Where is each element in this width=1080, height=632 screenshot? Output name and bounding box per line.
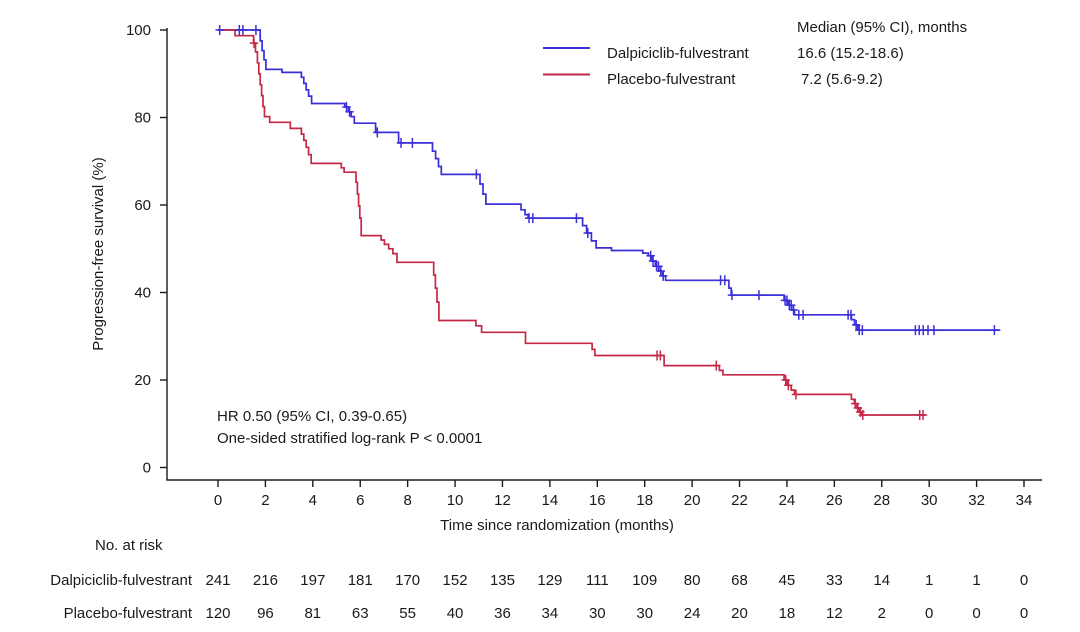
risk-count: 0 (1020, 572, 1028, 589)
pvalue-annotation: One-sided stratified log-rank P < 0.0001 (217, 430, 482, 447)
risk-count: 14 (873, 572, 890, 589)
risk-count: 12 (826, 605, 843, 622)
y-tick-label: 40 (134, 285, 151, 302)
x-tick-label: 6 (356, 492, 364, 509)
risk-count: 1 (972, 572, 980, 589)
risk-count: 0 (925, 605, 933, 622)
risk-count: 216 (253, 572, 278, 589)
y-tick-label: 20 (134, 372, 151, 389)
x-tick-label: 0 (214, 492, 222, 509)
legend-median-header: Median (95% CI), months (797, 19, 967, 36)
risk-count: 197 (300, 572, 325, 589)
legend-median-placebo: 7.2 (5.6-9.2) (801, 71, 883, 88)
legend-label-placebo: Placebo-fulvestrant (607, 71, 736, 88)
axis-lines (166, 28, 1042, 481)
x-tick-label: 14 (542, 492, 559, 509)
risk-count: 152 (443, 572, 468, 589)
hr-annotation: HR 0.50 (95% CI, 0.39-0.65) (217, 408, 407, 425)
censor-group-dalpiciclib (215, 25, 999, 336)
risk-row-label-placebo: Placebo-fulvestrant (64, 605, 193, 622)
risk-count: 81 (304, 605, 321, 622)
risk-count: 96 (257, 605, 274, 622)
legend: Median (95% CI), months Dalpiciclib-fulv… (543, 19, 967, 88)
risk-count: 109 (632, 572, 657, 589)
x-tick-label: 16 (589, 492, 606, 509)
risk-count: 45 (779, 572, 796, 589)
risk-count: 34 (542, 605, 559, 622)
risk-count: 129 (537, 572, 562, 589)
risk-count: 63 (352, 605, 369, 622)
x-tick-label: 22 (731, 492, 748, 509)
censor-group-placebo (249, 38, 928, 420)
risk-table: No. at risk Dalpiciclib-fulvestrant Plac… (50, 537, 1028, 622)
hr-annotation-block: HR 0.50 (95% CI, 0.39-0.65) One-sided st… (217, 408, 482, 447)
x-tick-label: 28 (873, 492, 890, 509)
x-tick-label: 30 (921, 492, 938, 509)
x-tick-label: 24 (779, 492, 796, 509)
risk-count: 111 (586, 572, 609, 589)
risk-count: 181 (348, 572, 373, 589)
risk-count: 170 (395, 572, 420, 589)
x-tick-label: 26 (826, 492, 843, 509)
risk-count: 0 (1020, 605, 1028, 622)
risk-table-title: No. at risk (95, 537, 163, 554)
risk-count: 30 (589, 605, 606, 622)
x-tick-label: 32 (968, 492, 985, 509)
x-tick-label: 10 (447, 492, 464, 509)
censor-marks (215, 25, 999, 420)
risk-count: 55 (399, 605, 416, 622)
y-axis-title: Progression-free survival (%) (90, 157, 107, 350)
risk-row-label-dalpiciclib: Dalpiciclib-fulvestrant (50, 572, 193, 589)
risk-count: 80 (684, 572, 701, 589)
y-tick-label: 60 (134, 197, 151, 214)
y-tick-label: 100 (126, 22, 151, 39)
x-tick-label: 2 (261, 492, 269, 509)
legend-median-dalpiciclib: 16.6 (15.2-18.6) (797, 45, 904, 62)
risk-count: 0 (972, 605, 980, 622)
axes: 0 2 4 6 8 10 12 14 16 18 20 22 24 26 28 30 32 34020406080… (126, 22, 1042, 509)
x-tick-label: 34 (1016, 492, 1033, 509)
risk-count: 1 (925, 572, 933, 589)
risk-count: 33 (826, 572, 843, 589)
risk-count: 2 (878, 605, 886, 622)
risk-count: 68 (731, 572, 748, 589)
risk-count: 24 (684, 605, 701, 622)
legend-label-dalpiciclib: Dalpiciclib-fulvestrant (607, 45, 750, 62)
x-axis-title: Time since randomization (months) (440, 517, 674, 534)
risk-count: 40 (447, 605, 464, 622)
y-tick-label: 80 (134, 110, 151, 127)
x-tick-label: 18 (636, 492, 653, 509)
risk-count: 120 (205, 605, 230, 622)
risk-count: 30 (636, 605, 653, 622)
x-tick-label: 8 (403, 492, 411, 509)
risk-count: 135 (490, 572, 515, 589)
y-tick-label: 0 (143, 460, 151, 477)
risk-table-counts: 241 216 197 181 170 152 135 129 111 109 80 68 45 33 14… (205, 572, 1028, 622)
x-tick-label: 20 (684, 492, 701, 509)
x-tick-label: 4 (309, 492, 317, 509)
risk-count: 36 (494, 605, 511, 622)
risk-count: 20 (731, 605, 748, 622)
x-tick-label: 12 (494, 492, 511, 509)
survival-curve-dalpiciclib (218, 29, 1001, 331)
risk-count: 18 (779, 605, 796, 622)
risk-count: 241 (205, 572, 230, 589)
